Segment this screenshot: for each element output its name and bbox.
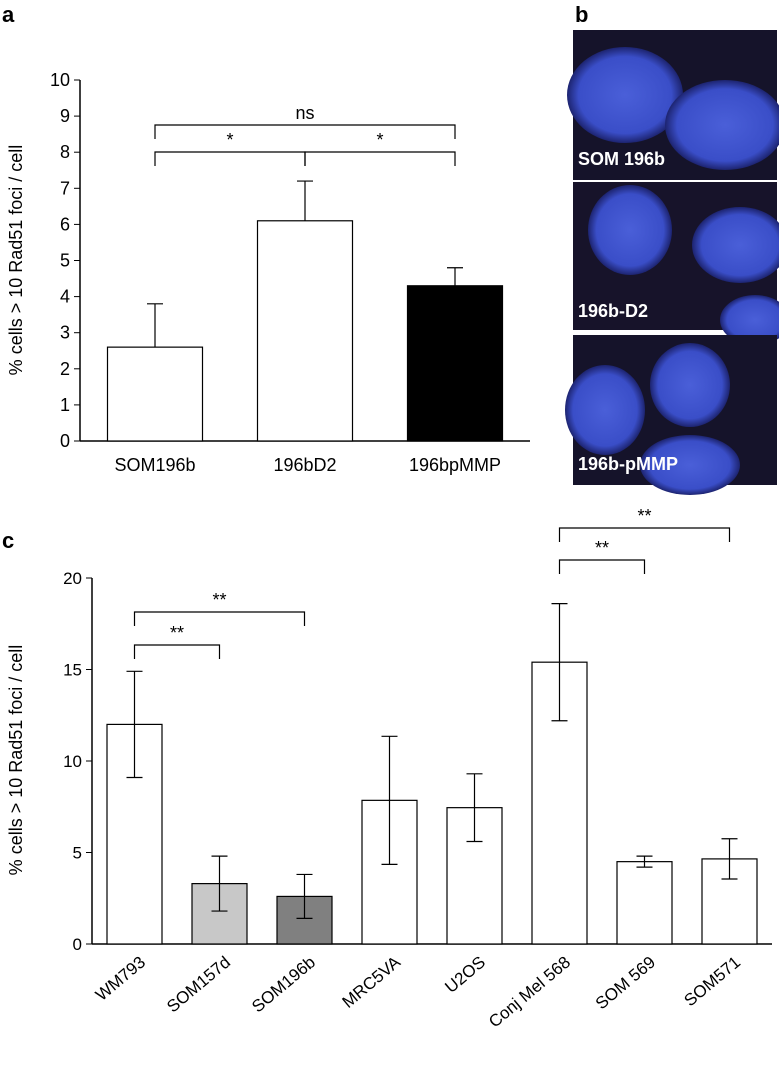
bar — [616, 861, 673, 945]
y-tick-label: 8 — [60, 142, 70, 162]
x-tick-label: U2OS — [441, 953, 489, 997]
y-tick-label: 7 — [60, 178, 70, 198]
y-tick-label: 5 — [73, 844, 82, 863]
nucleus — [665, 80, 779, 170]
error-bar — [147, 303, 163, 348]
nucleus — [588, 185, 672, 275]
bar — [256, 220, 354, 442]
y-tick-label: 0 — [73, 935, 82, 954]
x-tick-label: SOM196b — [248, 953, 319, 1017]
y-tick-label: 5 — [60, 251, 70, 271]
significance-label: * — [226, 130, 233, 150]
x-tick-label: 196bD2 — [273, 455, 336, 475]
y-tick-label: 6 — [60, 214, 70, 234]
bracket — [558, 527, 731, 542]
y-tick-label: 9 — [60, 106, 70, 126]
image-label: 196b-pMMP — [578, 454, 678, 474]
y-tick-label: 10 — [63, 752, 82, 771]
error-bar — [636, 855, 653, 868]
significance-label: ** — [637, 506, 651, 526]
y-tick-label: 15 — [63, 661, 82, 680]
y-tick-label: 1 — [60, 395, 70, 415]
nucleus — [720, 295, 779, 345]
bar — [106, 346, 204, 442]
x-tick-label: Conj Mel 568 — [485, 953, 574, 1032]
error-bar — [551, 603, 568, 722]
y-tick-label: 4 — [60, 287, 70, 307]
x-tick-label: 196bpMMP — [409, 455, 501, 475]
nucleus — [640, 435, 740, 495]
error-bar — [211, 855, 228, 912]
bar — [701, 858, 758, 945]
x-tick-label: WM793 — [92, 953, 149, 1005]
significance-label: * — [376, 130, 383, 150]
error-bar — [126, 670, 143, 779]
nucleus — [565, 365, 645, 455]
y-tick-label: 10 — [50, 70, 70, 90]
x-tick-label: SOM157d — [163, 953, 234, 1017]
y-tick-label: 3 — [60, 323, 70, 343]
error-bar — [381, 735, 398, 865]
bar — [276, 895, 333, 945]
nucleus — [567, 47, 683, 143]
panel-letter: c — [2, 528, 14, 553]
bracket — [304, 151, 456, 166]
bracket — [133, 611, 306, 626]
error-bar — [296, 873, 313, 919]
nucleus — [692, 207, 779, 283]
y-tick-label: 20 — [63, 569, 82, 588]
significance-label: ** — [212, 590, 226, 610]
bracket — [133, 644, 221, 659]
y-tick-label: 0 — [60, 431, 70, 451]
bracket — [558, 559, 646, 574]
x-tick-label: MRC5VA — [339, 952, 405, 1012]
micrograph-panel: b SOM 196b 196b-D2 196b-pMMP — [565, 2, 779, 495]
image-label: SOM 196b — [578, 149, 665, 169]
error-bar — [721, 838, 738, 880]
x-tick-label: SOM196b — [114, 455, 195, 475]
bar — [406, 285, 504, 442]
significance-label: ** — [595, 538, 609, 558]
image-label: 196b-D2 — [578, 301, 648, 321]
significance-label: ** — [170, 623, 184, 643]
bar — [106, 723, 163, 945]
x-tick-label: SOM571 — [680, 953, 744, 1011]
error-bar — [466, 773, 483, 843]
y-axis-label: % cells > 10 Rad51 foci / cell — [6, 145, 26, 376]
bracket — [154, 124, 456, 139]
significance-label: ns — [295, 103, 314, 123]
error-bar — [297, 180, 313, 221]
panel-letter: a — [2, 2, 15, 27]
error-bar — [447, 267, 463, 286]
panel-letter: b — [575, 2, 588, 27]
y-tick-label: 2 — [60, 359, 70, 379]
x-tick-label: SOM 569 — [592, 953, 659, 1014]
y-axis-label: % cells > 10 Rad51 foci / cell — [6, 645, 26, 876]
nucleus — [650, 343, 730, 427]
bracket — [154, 151, 306, 166]
